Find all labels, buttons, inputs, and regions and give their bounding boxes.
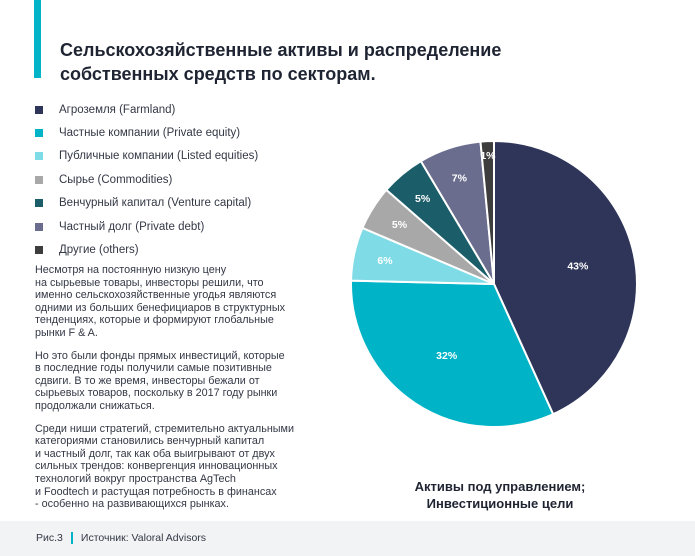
chart-legend: Агроземля (Farmland) Частные компании (P… — [35, 98, 258, 262]
pie-chart: 43% 32% 6% 5% 5% 7% 1% — [350, 139, 638, 428]
source-label: Источник: Valoral Advisors — [80, 532, 207, 544]
legend-swatch — [35, 222, 43, 231]
footer-separator — [70, 532, 73, 544]
accent-bar — [34, 0, 41, 78]
legend-label: Частный долг (Private debt) — [59, 220, 205, 233]
page-title-line: Сельскохозяйственные активы и распределе… — [60, 40, 502, 84]
legend-swatch — [35, 175, 43, 184]
legend-swatch — [35, 129, 43, 138]
legend-label: Сырье (Commodities) — [59, 173, 173, 186]
legend-item: Венчурный капитал (Venture capital) — [35, 192, 258, 215]
legend-item: Агроземля (Farmland) — [35, 98, 258, 121]
legend-swatch — [35, 152, 43, 161]
paragraph: Несмотря на постоянную низкую цену на сы… — [35, 264, 286, 339]
legend-label: Частные компании (Private equity) — [59, 127, 241, 140]
page-title: Сельскохозяйственные активы и распределе… — [60, 38, 520, 86]
footer: Рис.3 Источник: Valoral Advisors — [0, 521, 695, 556]
legend-item: Публичные компании (Listed equities) — [35, 145, 258, 168]
chart-caption: Активы под управлением; Инвестиционные ц… — [414, 479, 586, 511]
pie-slice — [479, 139, 495, 285]
paragraph: Но это были фонды прямых инвестиций, кот… — [35, 349, 285, 412]
pie-slice — [493, 139, 638, 416]
slice-label: 7% — [452, 172, 468, 184]
slice-label: 6% — [377, 255, 393, 267]
slice-label: 5% — [392, 219, 408, 231]
legend-item: Частный долг (Private debt) — [35, 215, 258, 238]
legend-label: Венчурный капитал (Venture capital) — [59, 197, 252, 210]
body-text: Несмотря на постоянную низкую цену на сы… — [35, 264, 335, 521]
legend-label: Публичные компании (Listed equities) — [59, 150, 259, 163]
legend-swatch — [35, 246, 43, 255]
legend-label: Агроземля (Farmland) — [59, 103, 176, 116]
legend-swatch — [35, 105, 43, 114]
footer-text: Рис.3 Источник: Valoral Advisors — [36, 532, 206, 544]
slice-label: 1% — [480, 150, 496, 162]
legend-item: Частные компании (Private equity) — [35, 121, 258, 144]
legend-item: Сырье (Commodities) — [35, 168, 258, 191]
figure-number: Рис.3 — [36, 532, 63, 544]
slice-label: 43% — [567, 260, 589, 272]
slice-label: 5% — [415, 193, 431, 205]
legend-swatch — [35, 199, 43, 208]
paragraph: Среди ниши стратегий, стремительно актуа… — [35, 422, 294, 511]
legend-label: Другие (others) — [59, 244, 139, 257]
slice-label: 32% — [436, 350, 458, 362]
pie-slice — [350, 279, 555, 428]
legend-item: Другие (others) — [35, 238, 258, 261]
